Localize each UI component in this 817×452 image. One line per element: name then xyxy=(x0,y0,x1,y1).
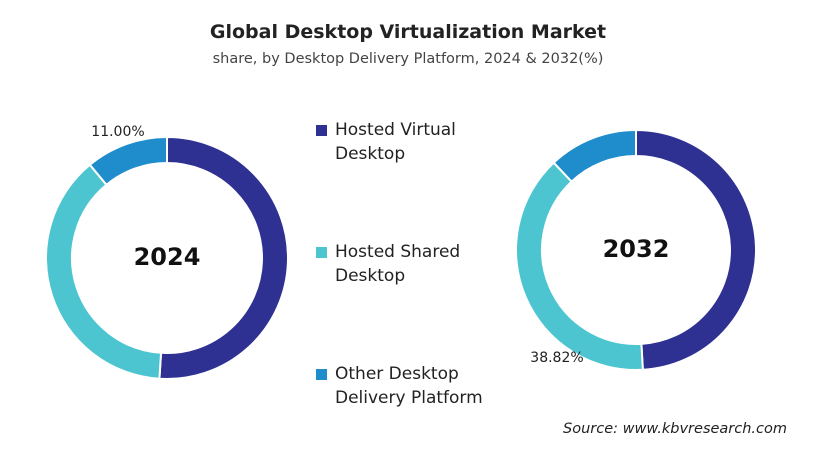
donut-segment xyxy=(45,163,163,380)
legend-item: Other Desktop Delivery Platform xyxy=(316,362,486,410)
chart-title: Global Desktop Virtualization Market xyxy=(210,21,606,43)
legend-swatch xyxy=(316,125,327,136)
donut-segment xyxy=(515,161,644,371)
donut-center-label: 2024 xyxy=(134,243,201,271)
legend-label: Hosted Shared Desktop xyxy=(335,242,461,286)
donut-segment xyxy=(158,135,290,380)
legend-label: Hosted Virtual Desktop xyxy=(335,120,456,164)
data-label: 11.00% xyxy=(91,124,144,140)
legend-swatch xyxy=(316,369,327,380)
donut-segment xyxy=(552,128,637,183)
legend-item: Hosted Shared Desktop xyxy=(316,240,486,288)
donut-segment xyxy=(635,128,757,371)
donut-center-label: 2032 xyxy=(603,235,670,263)
donut-segment xyxy=(88,135,168,187)
legend-label: Other Desktop Delivery Platform xyxy=(335,364,483,408)
legend-swatch xyxy=(316,247,327,258)
data-label: 38.82% xyxy=(530,350,583,366)
source: Source: www.kbvresearch.com xyxy=(563,421,787,437)
legend-item: Hosted Virtual Desktop xyxy=(316,118,486,166)
chart-subtitle: share, by Desktop Delivery Platform, 202… xyxy=(213,51,604,67)
